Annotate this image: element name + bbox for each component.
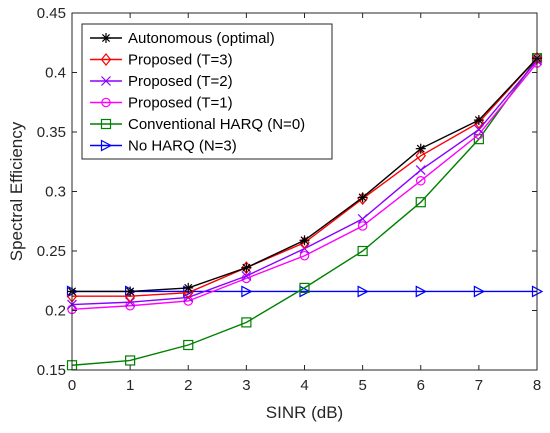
legend-label: Proposed (T=3) — [128, 52, 233, 69]
data-point — [357, 192, 368, 206]
legend-item: Proposed (T=3) — [90, 52, 233, 69]
axes-layer: 0 1 2 3 4 5 6 7 8 0.15 0.2 0.25 0.3 0.35 0.4 0.45 — [37, 5, 541, 394]
data-point — [241, 262, 252, 273]
x-tick-label: 3 — [242, 377, 250, 394]
y-tick-label: 0.25 — [37, 243, 66, 260]
legend-box — [81, 23, 333, 160]
legend-item: Proposed (T=2) — [90, 73, 233, 90]
data-point — [415, 175, 426, 186]
x-tick-label: 8 — [533, 377, 541, 394]
legend-marker — [101, 33, 111, 43]
data-point — [415, 149, 427, 163]
data-point — [357, 192, 368, 203]
data-point — [473, 285, 486, 298]
legend-item: Proposed (T=1) — [90, 95, 233, 112]
y-tick-label: 0.15 — [37, 362, 66, 379]
legend-label: Proposed (T=2) — [128, 73, 233, 90]
legend-item: No HARQ (N=3) — [90, 138, 237, 155]
legend-label: Conventional HARQ (N=0) — [128, 116, 305, 133]
data-point — [241, 285, 253, 298]
data-point — [299, 235, 310, 246]
data-point — [473, 124, 484, 135]
x-tick-label: 5 — [358, 377, 366, 394]
data-point — [299, 250, 310, 261]
data-point — [415, 197, 426, 208]
data-point — [125, 286, 136, 297]
series-asterisk — [67, 53, 542, 297]
data-point — [241, 273, 252, 284]
data-point — [415, 143, 426, 154]
data-point — [183, 282, 194, 293]
series-line — [71, 62, 538, 311]
y-tick-label: 0.35 — [37, 124, 66, 141]
legend-item: Autonomous (optimal) — [90, 30, 275, 47]
y-tick-label: 0.2 — [45, 303, 66, 320]
x-tick-label: 4 — [300, 377, 308, 394]
x-tick-label: 1 — [126, 377, 134, 394]
data-point — [241, 271, 252, 281]
y-tick-label: 0.45 — [37, 5, 66, 22]
x-tick-label: 2 — [184, 377, 192, 394]
data-point — [473, 115, 484, 126]
x-tick-label: 7 — [475, 377, 483, 394]
data-point — [357, 245, 368, 257]
x-tick-label: 6 — [417, 377, 425, 394]
series-line — [71, 57, 538, 366]
y-tick-label: 0.4 — [45, 65, 66, 82]
data-point — [241, 317, 252, 328]
legend-marker — [101, 76, 111, 86]
legend-marker — [100, 53, 112, 66]
data-point — [415, 285, 428, 298]
legend-marker — [100, 139, 113, 152]
series-square — [66, 53, 543, 371]
legend-label: Autonomous (optimal) — [128, 30, 275, 47]
data-point — [415, 165, 426, 176]
legend-label: No HARQ (N=3) — [128, 138, 237, 155]
data-point — [357, 285, 369, 298]
legend: Autonomous (optimal) Proposed (T=3) Propos… — [81, 23, 333, 160]
x-axis-title: SINR (dB) — [266, 403, 343, 422]
legend-marker — [101, 97, 111, 108]
data-point — [357, 213, 368, 224]
y-tick-label: 0.3 — [45, 184, 66, 201]
legend-marker — [100, 118, 112, 130]
legend-item: Conventional HARQ (N=0) — [90, 116, 305, 133]
data-point — [125, 355, 136, 366]
data-point — [357, 221, 368, 231]
data-point — [183, 339, 194, 351]
x-tick-label: 0 — [68, 377, 76, 394]
legend-label: Proposed (T=1) — [128, 95, 233, 112]
y-axis-title: Spectral Efficiency — [7, 121, 26, 261]
data-point — [299, 282, 310, 293]
